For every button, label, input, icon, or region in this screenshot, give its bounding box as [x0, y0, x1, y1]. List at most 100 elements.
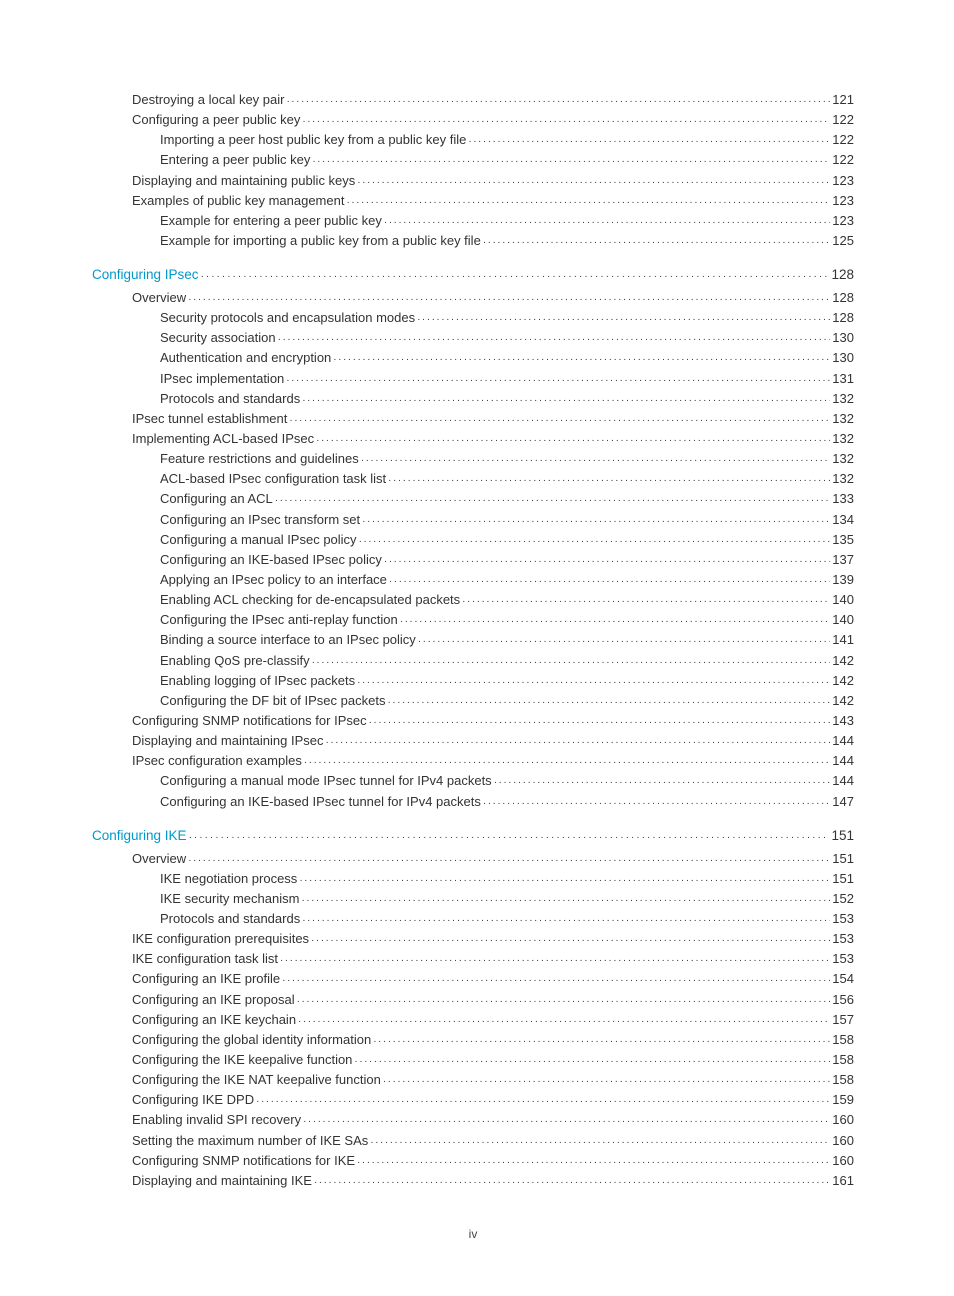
- toc-leader: [384, 554, 830, 570]
- toc-entry: Configuring IKE DPD 159: [92, 1090, 854, 1110]
- toc-entry-title: Configuring an IKE-based IPsec tunnel fo…: [160, 792, 481, 812]
- toc-entry: Protocols and standards 153: [92, 909, 854, 929]
- toc-leader: [275, 493, 831, 509]
- toc-entry: Configuring IKE 151: [92, 826, 854, 847]
- toc-entry: ACL-based IPsec configuration task list …: [92, 469, 854, 489]
- toc-entry-page: 140: [832, 610, 854, 630]
- toc-entry-title: Configuring a manual IPsec policy: [160, 530, 357, 550]
- toc-entry-title: Enabling logging of IPsec packets: [160, 671, 355, 691]
- toc-entry: Configuring the global identity informat…: [92, 1030, 854, 1050]
- toc-leader: [280, 953, 830, 969]
- toc-leader: [302, 114, 830, 130]
- toc-entry-page: 161: [832, 1171, 854, 1191]
- toc-leader: [286, 94, 830, 110]
- toc-entry: Feature restrictions and guidelines 132: [92, 449, 854, 469]
- toc-entry-page: 131: [832, 369, 854, 389]
- toc-entry: Configuring an IKE profile 154: [92, 969, 854, 989]
- toc-leader: [312, 655, 831, 671]
- toc-entry-page: 152: [832, 889, 854, 909]
- toc-entry: IKE security mechanism 152: [92, 889, 854, 909]
- toc-entry: Protocols and standards 132: [92, 389, 854, 409]
- toc-entry-title: Configuring a manual mode IPsec tunnel f…: [160, 771, 492, 791]
- toc-entry: Configuring an IPsec transform set 134: [92, 510, 854, 530]
- toc-entry-title: Protocols and standards: [160, 909, 300, 929]
- toc-entry-page: 132: [832, 469, 854, 489]
- toc-leader: [299, 873, 830, 889]
- toc-leader: [304, 755, 830, 771]
- toc-entry-page: 153: [832, 929, 854, 949]
- toc-entry-title: Configuring an IKE keychain: [132, 1010, 296, 1030]
- toc-leader: [370, 1135, 830, 1151]
- toc-entry-page: 158: [832, 1030, 854, 1050]
- toc-entry: Configuring the DF bit of IPsec packets …: [92, 691, 854, 711]
- toc-entry-title: Configuring a peer public key: [132, 110, 300, 130]
- toc-entry-title: Displaying and maintaining IKE: [132, 1171, 312, 1191]
- toc-leader: [373, 1034, 830, 1050]
- toc-entry-page: 123: [832, 171, 854, 191]
- toc-entry-title: Importing a peer host public key from a …: [160, 130, 466, 150]
- toc-entry-title: IKE security mechanism: [160, 889, 299, 909]
- toc-entry: Security protocols and encapsulation mod…: [92, 308, 854, 328]
- toc-entry: Binding a source interface to an IPsec p…: [92, 630, 854, 650]
- toc-entry-page: 140: [832, 590, 854, 610]
- toc-entry-title: Configuring SNMP notifications for IKE: [132, 1151, 355, 1171]
- toc-entry-title: Implementing ACL-based IPsec: [132, 429, 314, 449]
- toc-entry: Configuring an IKE keychain 157: [92, 1010, 854, 1030]
- toc-entry: Configuring a manual IPsec policy 135: [92, 530, 854, 550]
- toc-entry: Security association 130: [92, 328, 854, 348]
- toc-entry-title: Configuring IKE DPD: [132, 1090, 254, 1110]
- toc-leader: [359, 534, 831, 550]
- toc-entry-page: 158: [832, 1070, 854, 1090]
- toc-entry-page: 153: [832, 909, 854, 929]
- toc-entry-page: 151: [832, 869, 854, 889]
- toc-entry: Configuring an IKE-based IPsec tunnel fo…: [92, 792, 854, 812]
- toc-entry-title: IPsec tunnel establishment: [132, 409, 287, 429]
- toc-entry: Configuring a peer public key 122: [92, 110, 854, 130]
- toc-leader: [316, 433, 830, 449]
- toc-entry: IPsec configuration examples 144: [92, 751, 854, 771]
- toc-entry-page: 159: [832, 1090, 854, 1110]
- toc-entry-title: IKE configuration prerequisites: [132, 929, 309, 949]
- page-number: iv: [92, 1227, 854, 1241]
- toc-leader: [297, 994, 831, 1010]
- toc-entry-title[interactable]: Configuring IPsec: [92, 265, 199, 286]
- toc-entry-title[interactable]: Configuring IKE: [92, 826, 187, 847]
- toc-leader: [400, 614, 831, 630]
- toc-entry-page: 151: [832, 849, 854, 869]
- toc-entry-page: 139: [832, 570, 854, 590]
- toc-entry: Applying an IPsec policy to an interface…: [92, 570, 854, 590]
- toc-entry-page: 144: [832, 751, 854, 771]
- toc-entry-page: 137: [832, 550, 854, 570]
- toc-entry: Displaying and maintaining IPsec 144: [92, 731, 854, 751]
- toc-leader: [286, 373, 830, 389]
- toc-leader: [188, 853, 830, 869]
- toc-entry-title: Configuring an IKE-based IPsec policy: [160, 550, 382, 570]
- toc-leader: [417, 312, 830, 328]
- toc-leader: [418, 634, 830, 650]
- toc-leader: [302, 393, 830, 409]
- toc-entry: Implementing ACL-based IPsec 132: [92, 429, 854, 449]
- toc-entry-title: ACL-based IPsec configuration task list: [160, 469, 386, 489]
- toc-entry-title: Configuring the IKE keepalive function: [132, 1050, 352, 1070]
- toc-entry-page: 160: [832, 1131, 854, 1151]
- toc-leader: [387, 695, 830, 711]
- toc-entry-title: Protocols and standards: [160, 389, 300, 409]
- toc-entry-title: Configuring the IKE NAT keepalive functi…: [132, 1070, 381, 1090]
- toc-leader: [311, 933, 830, 949]
- toc-entry-title: Enabling QoS pre-classify: [160, 651, 310, 671]
- toc-leader: [483, 235, 830, 251]
- table-of-contents: Destroying a local key pair 121Configuri…: [92, 90, 854, 1191]
- toc-entry-page: 130: [832, 348, 854, 368]
- toc-entry: Configuring an IKE proposal 156: [92, 990, 854, 1010]
- toc-entry-page: 142: [832, 691, 854, 711]
- toc-entry-page: 134: [832, 510, 854, 530]
- toc-leader: [312, 154, 830, 170]
- toc-entry-page: 121: [832, 90, 854, 110]
- toc-entry-title: IKE configuration task list: [132, 949, 278, 969]
- toc-entry-page: 156: [832, 990, 854, 1010]
- toc-leader: [301, 893, 830, 909]
- toc-entry-title: Enabling invalid SPI recovery: [132, 1110, 301, 1130]
- toc-entry: IKE negotiation process 151: [92, 869, 854, 889]
- toc-entry-page: 143: [832, 711, 854, 731]
- toc-entry-page: 151: [831, 826, 854, 847]
